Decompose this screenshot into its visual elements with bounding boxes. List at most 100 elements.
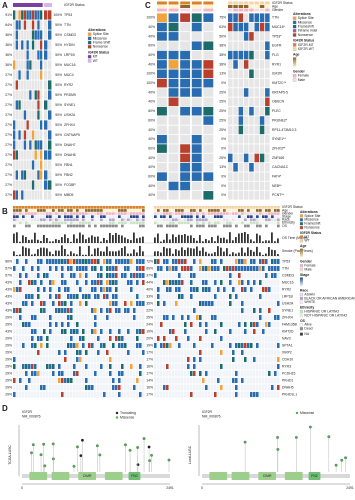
- mutation: [23, 10, 27, 20]
- mutation: [112, 385, 115, 390]
- gene-label: XIRP2: [282, 350, 292, 354]
- cell: [67, 384, 70, 391]
- bar: [202, 241, 204, 243]
- cell: [28, 272, 31, 279]
- annotation-cell: [233, 8, 238, 12]
- mutation: [15, 190, 18, 200]
- right-percent: 50%: [55, 113, 62, 117]
- annotation-cell: [238, 1, 244, 5]
- cell: [241, 370, 244, 377]
- lollipop-head: [243, 440, 247, 444]
- mutation: [233, 13, 238, 22]
- cell: [238, 363, 241, 370]
- cell: [85, 335, 88, 342]
- annotation-cell: [40, 215, 43, 218]
- annotation-cell: [220, 209, 223, 212]
- mutation: [168, 69, 179, 79]
- mutation: [271, 273, 274, 278]
- mutation: [64, 301, 67, 306]
- mutation: [44, 170, 48, 180]
- mutation: [163, 301, 166, 306]
- mutation: [28, 280, 31, 285]
- cell: [274, 342, 277, 349]
- cell: [181, 391, 184, 398]
- annotation-cell: [187, 209, 190, 212]
- annotation-cell: [235, 215, 238, 218]
- annotation-cell: [127, 215, 130, 218]
- mutation: [187, 266, 190, 271]
- cell: [178, 391, 181, 398]
- mutation: [37, 110, 40, 120]
- bar: [226, 248, 228, 256]
- mutation: [25, 364, 28, 369]
- mutation: [190, 294, 193, 299]
- legend-item: Dead: [304, 327, 312, 331]
- cell: [82, 384, 85, 391]
- cell: [52, 356, 55, 363]
- cell: [18, 30, 21, 40]
- gene-label: ZFHX3**: [272, 146, 286, 150]
- annotation-cell: [121, 221, 124, 225]
- cell: [223, 363, 226, 370]
- cell: [238, 88, 244, 97]
- cell: [256, 258, 259, 265]
- mutation: [37, 273, 40, 278]
- cell: [274, 391, 277, 398]
- cell: [247, 384, 250, 391]
- cell: [168, 163, 179, 172]
- cell: [259, 356, 262, 363]
- mutation: [26, 70, 29, 80]
- legend-item: Missense: [120, 415, 134, 419]
- annotation-cell: [271, 206, 274, 209]
- cell: [172, 335, 175, 342]
- cell: [229, 370, 232, 377]
- cell: [202, 356, 205, 363]
- cell: [13, 328, 16, 335]
- cell: [253, 335, 256, 342]
- mutation: [34, 280, 37, 285]
- mutation: [193, 371, 196, 376]
- mutation: [133, 308, 136, 313]
- cell: [23, 30, 27, 40]
- gene-label: KMT2C**: [272, 81, 287, 85]
- cell: [166, 300, 169, 307]
- mutation: [15, 150, 18, 160]
- legend-item: WT: [93, 59, 98, 63]
- mutation: [191, 13, 202, 22]
- left-percent: 29%: [5, 371, 12, 375]
- legend-dot: [295, 411, 299, 415]
- annotation-cell: [88, 212, 91, 215]
- legend-item: MT: [304, 235, 309, 239]
- mutation: [130, 301, 133, 306]
- cell: [238, 172, 244, 181]
- mutation: [214, 294, 217, 299]
- x-tick-label: 0: [21, 486, 23, 490]
- bar: [121, 235, 123, 243]
- cell: [22, 349, 25, 356]
- bar: [217, 235, 219, 243]
- annotation-cell: [115, 209, 118, 212]
- bar: [58, 250, 60, 256]
- mutation: [187, 336, 190, 341]
- panel-label: D: [2, 404, 8, 413]
- cell: [238, 286, 241, 293]
- cell: [76, 272, 79, 279]
- bar: [157, 251, 159, 256]
- annotation-cell: [40, 212, 43, 215]
- mutation: [118, 329, 121, 334]
- cell: [265, 307, 268, 314]
- cell: [181, 363, 184, 370]
- left-percent: 29%: [5, 350, 12, 354]
- mutation: [76, 259, 79, 264]
- mutation: [241, 259, 244, 264]
- mutation: [139, 266, 142, 271]
- annotation-cell: [55, 221, 58, 225]
- annotation-cell: [106, 221, 109, 225]
- annotation-cell: [73, 212, 76, 215]
- cell: [44, 190, 48, 200]
- cell: [211, 293, 214, 300]
- annotation-cell: [31, 221, 34, 225]
- cell: [94, 272, 97, 279]
- mutation: [40, 280, 43, 285]
- cell: [82, 300, 85, 307]
